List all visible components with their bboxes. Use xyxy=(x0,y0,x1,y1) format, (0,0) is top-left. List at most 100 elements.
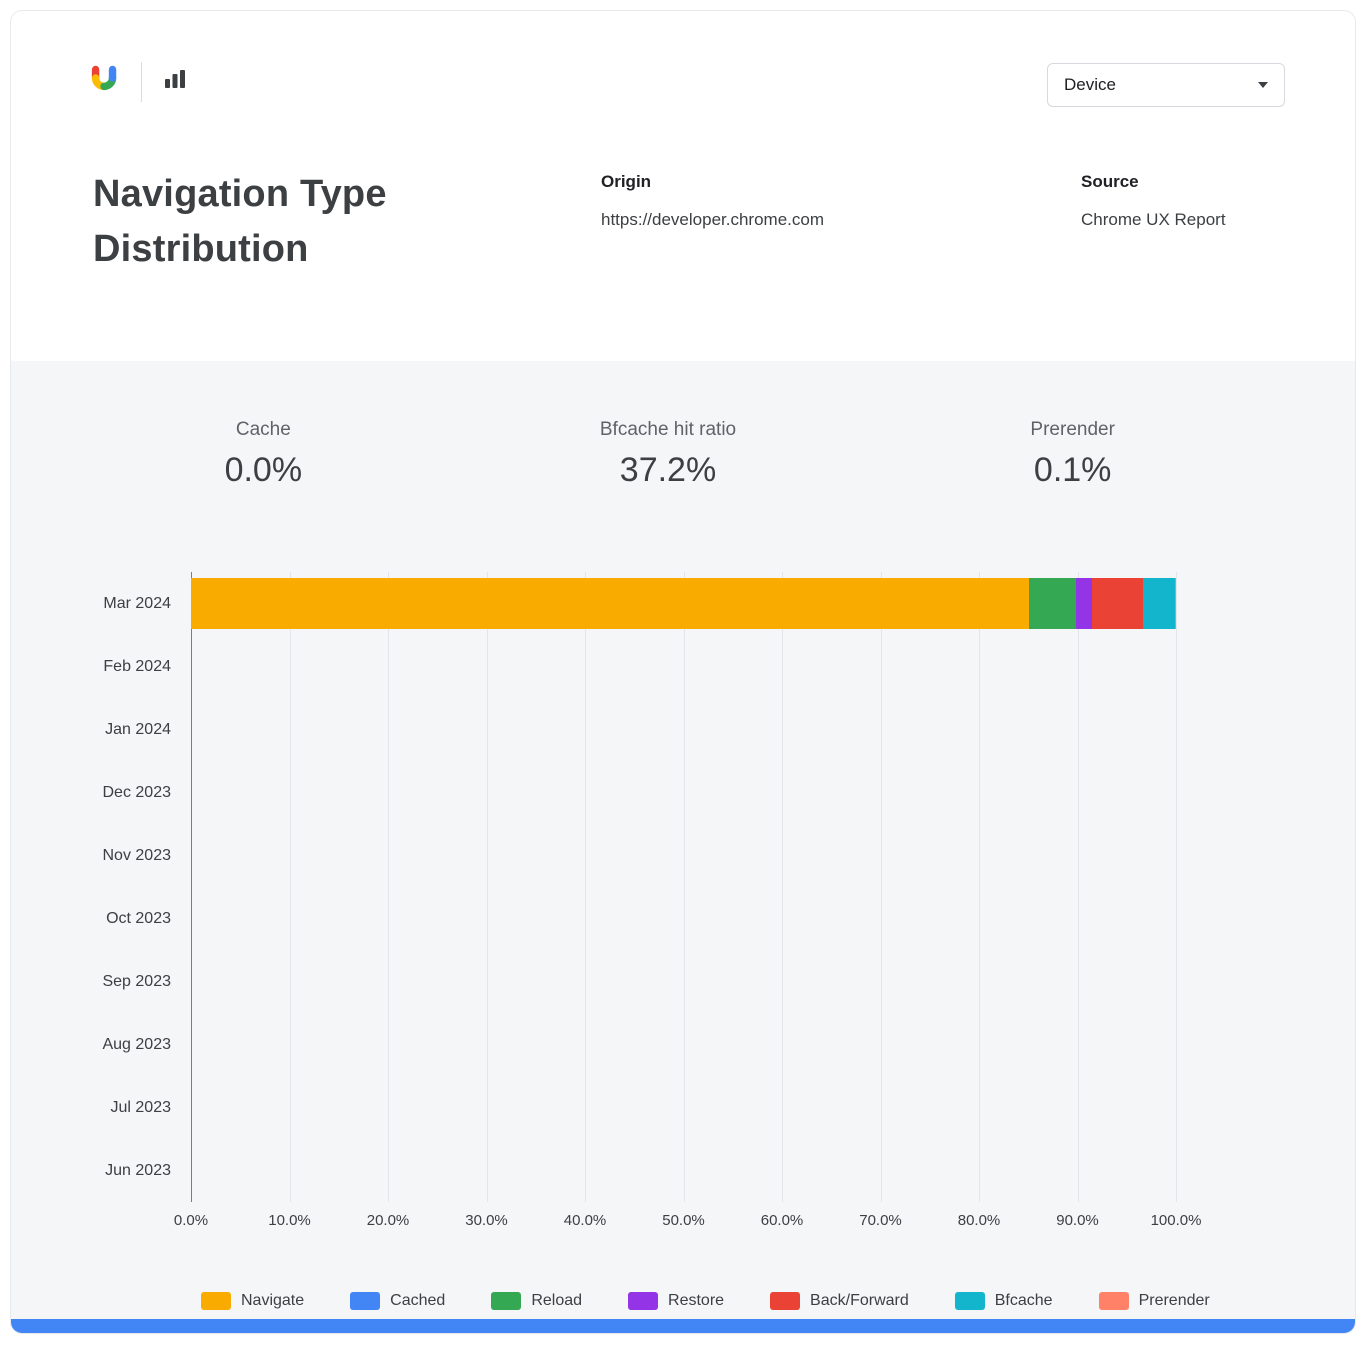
chart-row xyxy=(191,761,1176,824)
y-axis-label: Feb 2024 xyxy=(103,658,171,675)
legend-label: Navigate xyxy=(241,1292,305,1309)
x-axis-label: 80.0% xyxy=(957,1212,1001,1229)
legend-swatch-back-forward xyxy=(770,1292,801,1310)
header-divider xyxy=(141,61,142,102)
legend-swatch-prerender xyxy=(1098,1292,1129,1310)
device-dropdown-label: Device xyxy=(1064,75,1116,94)
bar-segment-prerender[interactable] xyxy=(1174,578,1176,629)
source-value: Chrome UX Report xyxy=(1081,210,1226,229)
footer-bar xyxy=(11,1319,1355,1333)
bar-segment-back-forward[interactable] xyxy=(1092,578,1144,629)
origin-value: https://developer.chrome.com xyxy=(601,210,825,229)
kpi-row: Cache 0.0% Bfcache hit ratio 37.2% Prere… xyxy=(11,361,1355,490)
dashboard-card: Device Navigation Type Distribution Orig… xyxy=(10,10,1356,1334)
chart-row xyxy=(191,1139,1176,1202)
stacked-bar xyxy=(191,893,1176,944)
legend-item-back-forward: Back/Forward xyxy=(770,1292,909,1310)
legend-swatch-restore xyxy=(628,1292,659,1310)
bar-segment-restore[interactable] xyxy=(1075,578,1093,629)
chart-row xyxy=(191,572,1176,635)
bar-segment-reload[interactable] xyxy=(1029,578,1076,629)
stacked-bar xyxy=(191,704,1176,755)
chart-row xyxy=(191,887,1176,950)
stacked-bar xyxy=(191,578,1176,629)
y-axis-label: Aug 2023 xyxy=(102,1036,171,1053)
legend-item-bfcache: Bfcache xyxy=(954,1292,1053,1310)
x-axis-label: 30.0% xyxy=(465,1212,508,1229)
legend-label: Cached xyxy=(390,1292,446,1309)
y-axis-label: Nov 2023 xyxy=(102,847,172,864)
legend-swatch-navigate xyxy=(201,1292,231,1310)
chart-row xyxy=(191,824,1176,887)
chart-panel: Cache 0.0% Bfcache hit ratio 37.2% Prere… xyxy=(11,361,1355,1319)
header-logo-row xyxy=(85,61,188,102)
gridline xyxy=(289,572,291,1202)
legend-label: Bfcache xyxy=(994,1292,1053,1309)
x-axis-label: 0.0% xyxy=(173,1212,209,1229)
crux-logo-icon xyxy=(85,61,121,102)
legend-label: Prerender xyxy=(1138,1292,1210,1309)
legend-item-prerender: Prerender xyxy=(1098,1292,1210,1310)
kpi-cache-label: Cache xyxy=(235,419,291,440)
y-axis-label: Oct 2023 xyxy=(106,910,171,927)
legend-item-cached: Cached xyxy=(350,1292,445,1310)
gridline xyxy=(1077,572,1079,1202)
x-axis-labels: 0.0% 10.0% 20.0% 30.0% 40.0% 50.0% 60.0% 70.0% 8… xyxy=(174,1212,1202,1236)
legend-item-navigate: Navigate xyxy=(201,1292,304,1310)
legend-item-reload: Reload xyxy=(491,1292,582,1310)
stacked-bar xyxy=(191,956,1176,1007)
legend-label: Restore xyxy=(668,1292,725,1309)
stacked-bar xyxy=(191,641,1176,692)
legend-swatch-cached xyxy=(350,1292,381,1310)
chart-row xyxy=(191,1076,1176,1139)
origin-label: Origin xyxy=(601,172,652,191)
y-axis-line xyxy=(191,572,192,1202)
stacked-bar xyxy=(191,1145,1176,1196)
gridline xyxy=(486,572,488,1202)
chart-plot: Mar 2024 Feb 2024 Jan 2024 Dec 2023 Nov 2023… xyxy=(102,572,1177,1202)
bar-segment-navigate[interactable] xyxy=(191,578,1030,629)
gridline xyxy=(880,572,882,1202)
legend-swatch-bfcache xyxy=(954,1292,985,1310)
kpi-prerender-value: 0.1% xyxy=(1033,451,1112,489)
x-axis-label: 40.0% xyxy=(563,1212,607,1229)
x-axis-label: 20.0% xyxy=(366,1212,410,1229)
kpi-bfcache-label: Bfcache hit ratio xyxy=(599,419,737,440)
x-axis-label: 70.0% xyxy=(859,1212,902,1229)
chevron-down-icon xyxy=(1258,82,1268,88)
y-axis-labels: Mar 2024 Feb 2024 Jan 2024 Dec 2023 Nov 2023… xyxy=(11,572,172,1202)
kpi-prerender-label: Prerender xyxy=(1030,419,1115,440)
device-dropdown[interactable]: Device xyxy=(1047,63,1285,107)
gridline xyxy=(979,572,980,1202)
gridline xyxy=(388,572,389,1202)
kpi-cache: Cache 0.0% xyxy=(61,419,466,490)
source-label: Source xyxy=(1081,172,1139,191)
x-axis-label: 90.0% xyxy=(1056,1212,1099,1229)
legend-label: Reload xyxy=(531,1292,583,1309)
origin-block: Origin https://developer.chrome.com xyxy=(601,172,824,230)
y-axis-label: Jun 2023 xyxy=(105,1162,171,1179)
chart-row xyxy=(191,1013,1176,1076)
kpi-cache-value: 0.0% xyxy=(224,451,303,489)
y-axis-label: Sep 2023 xyxy=(102,973,171,990)
x-axis-label: 60.0% xyxy=(760,1212,804,1229)
x-axis-label: 10.0% xyxy=(268,1212,311,1229)
kpi-bfcache-value: 37.2% xyxy=(619,451,717,489)
y-axis-label: Jan 2024 xyxy=(105,721,171,738)
stacked-bar xyxy=(191,767,1176,818)
bar-segment-bfcache[interactable] xyxy=(1143,578,1175,629)
y-axis-label: Jul 2023 xyxy=(110,1099,172,1116)
stacked-bar xyxy=(191,1019,1176,1070)
chart-row xyxy=(191,950,1176,1013)
y-axis-label: Dec 2023 xyxy=(102,784,172,801)
gridline xyxy=(782,572,783,1202)
gridline xyxy=(585,572,586,1202)
page-title: Navigation Type Distribution xyxy=(93,173,387,270)
legend: Navigate Cached Reload Restore Back/Forward B… xyxy=(201,1292,1355,1310)
x-axis-label: 50.0% xyxy=(662,1212,705,1229)
stacked-bar xyxy=(191,1082,1176,1133)
stacked-bar xyxy=(191,830,1176,881)
bar-chart-icon xyxy=(162,66,188,97)
legend-item-restore: Restore xyxy=(628,1292,724,1310)
chart-row xyxy=(191,698,1176,761)
